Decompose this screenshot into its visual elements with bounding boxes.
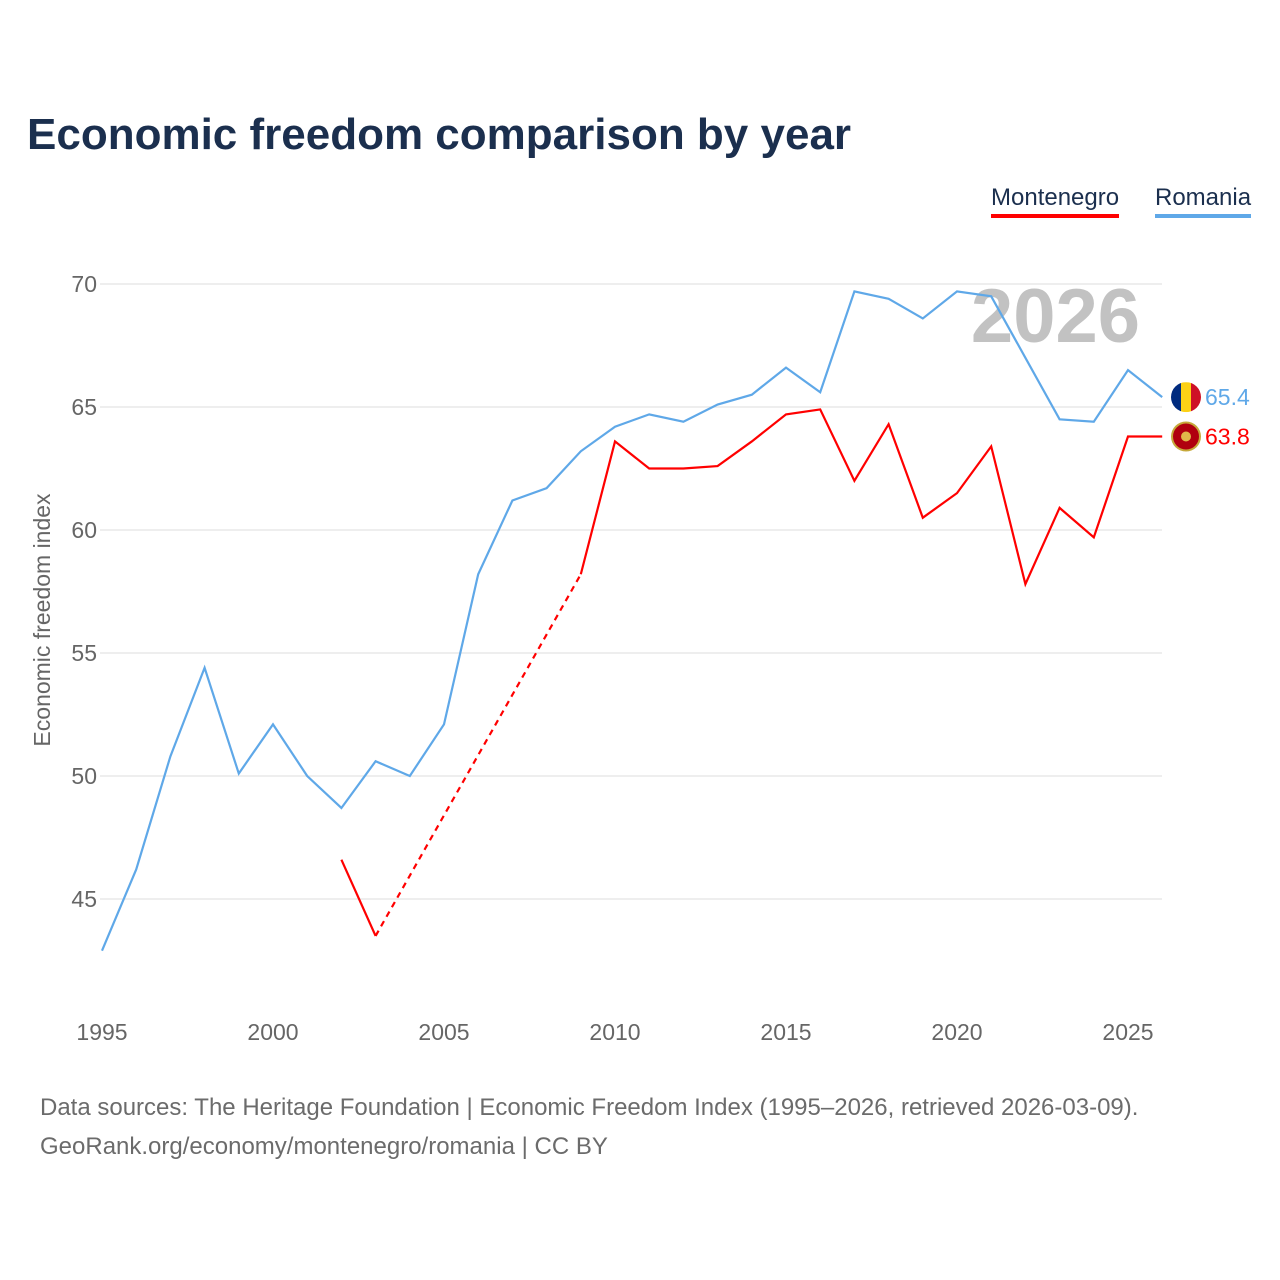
source-line-1: Data sources: The Heritage Foundation | … [40, 1094, 1139, 1121]
year-watermark: 2026 [971, 274, 1140, 359]
y-tick-label: 70 [71, 271, 97, 297]
series-line-montenegro [579, 408, 1163, 588]
source-line-2[interactable]: GeoRank.org/economy/montenegro/romania |… [40, 1133, 608, 1160]
y-tick-label: 60 [71, 517, 97, 543]
x-tick-label: 2005 [418, 1019, 469, 1045]
flag-stripe [1171, 382, 1181, 413]
x-tick-label: 2000 [247, 1019, 298, 1045]
y-tick-label: 65 [71, 394, 97, 420]
series-line-montenegro [340, 859, 377, 937]
flag-stripe [1181, 382, 1191, 413]
x-tick-label: 2015 [760, 1019, 811, 1045]
y-tick-label: 55 [71, 640, 97, 666]
end-value-label-montenegro: 63.8 [1205, 424, 1250, 450]
source-note: Data sources: The Heritage Foundation | … [40, 1088, 1138, 1166]
series-gap-montenegro [374, 573, 582, 937]
y-tick-label: 50 [71, 763, 97, 789]
flag-montenegro-icon [1171, 421, 1201, 452]
flag-romania-icon [1171, 382, 1201, 413]
end-value-label-romania: 65.4 [1205, 384, 1250, 410]
x-tick-label: 1995 [76, 1019, 127, 1045]
x-tick-label: 2025 [1102, 1019, 1153, 1045]
x-tick-label: 2010 [589, 1019, 640, 1045]
flag-stripes [1171, 382, 1201, 413]
x-tick-label: 2020 [931, 1019, 982, 1045]
flag-stripe [1191, 382, 1201, 413]
legend-montenegro[interactable]: Montenegro [991, 184, 1120, 218]
chart-title: Economic freedom comparison by year [27, 110, 852, 159]
y-axis-label: Economic freedom index [29, 493, 55, 747]
y-tick-label: 45 [71, 886, 97, 912]
series-line-romania [100, 290, 1163, 952]
legend-romania[interactable]: Romania [1155, 184, 1252, 218]
flag-emblem [1181, 431, 1191, 442]
